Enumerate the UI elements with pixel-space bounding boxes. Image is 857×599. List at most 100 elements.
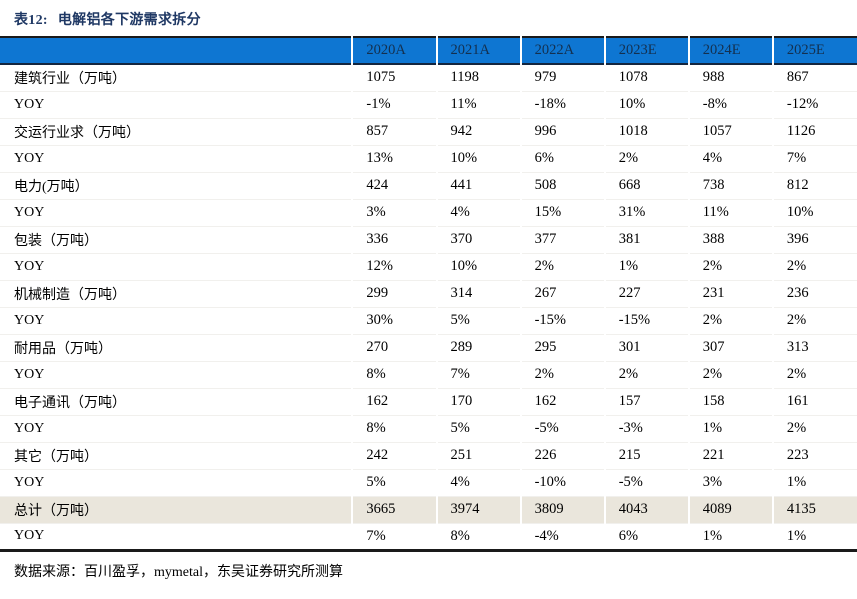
- cell-value: 13%: [351, 145, 437, 172]
- cell-value: 158: [687, 388, 773, 415]
- cell-value: 301: [603, 334, 689, 361]
- cell-value: 3974: [435, 496, 521, 523]
- cell-value: 2%: [687, 253, 773, 280]
- data-source-note: 数据来源：百川盈孚，mymetal，东吴证券研究所测算: [14, 564, 343, 580]
- cell-value: 1%: [771, 523, 857, 550]
- cell-value: -18%: [519, 91, 605, 118]
- column-header-2022A: 2022A: [519, 37, 605, 64]
- cell-value: 11%: [435, 91, 521, 118]
- cell-value: 668: [603, 172, 689, 199]
- row-label: 电子通讯（万吨）: [14, 395, 126, 411]
- cell-value: -1%: [351, 91, 437, 118]
- cell-value: 30%: [351, 307, 437, 334]
- cell-value: 4043: [603, 496, 689, 523]
- cell-value: 3%: [351, 199, 437, 226]
- cell-value: 2%: [771, 307, 857, 334]
- column-header-2020A: 2020A: [351, 37, 437, 64]
- cell-value: 227: [603, 280, 689, 307]
- cell-value: -10%: [519, 469, 605, 496]
- cell-value: 162: [351, 388, 437, 415]
- row-label: 其它（万吨）: [14, 449, 98, 465]
- cell-value: -4%: [519, 523, 605, 550]
- cell-value: 8%: [351, 361, 437, 388]
- cell-value: 7%: [435, 361, 521, 388]
- cell-value: 942: [435, 118, 521, 145]
- cell-value: -5%: [519, 415, 605, 442]
- table-row: YOY 8% 5% -5% -3% 1% 2%: [0, 415, 857, 442]
- table-row: YOY 13% 10% 6% 2% 4% 7%: [0, 145, 857, 172]
- table-row: 包装（万吨） 336 370 377 381 388 396: [0, 226, 857, 253]
- column-header-2025E: 2025E: [771, 37, 857, 64]
- table-header-row: 2020A 2021A 2022A 2023E 2024E 2025E: [0, 37, 857, 64]
- cell-value: 1198: [435, 64, 521, 91]
- cell-value: 221: [687, 442, 773, 469]
- table-row: 电子通讯（万吨） 162 170 162 157 158 161: [0, 388, 857, 415]
- row-label: 包装（万吨）: [14, 233, 98, 249]
- cell-value: 388: [687, 226, 773, 253]
- cell-value: 2%: [771, 253, 857, 280]
- row-label: 耐用品（万吨）: [14, 341, 112, 357]
- cell-value: 1018: [603, 118, 689, 145]
- row-label: YOY: [14, 420, 45, 436]
- cell-value: 2%: [519, 253, 605, 280]
- cell-value: 307: [687, 334, 773, 361]
- cell-value: 2%: [771, 415, 857, 442]
- cell-value: 2%: [771, 361, 857, 388]
- table-row: 电力(万吨） 424 441 508 668 738 812: [0, 172, 857, 199]
- cell-value: 157: [603, 388, 689, 415]
- cell-value: 4135: [771, 496, 857, 523]
- cell-value: 396: [771, 226, 857, 253]
- cell-value: 988: [687, 64, 773, 91]
- row-label: 总计（万吨）: [14, 503, 98, 519]
- cell-value: 336: [351, 226, 437, 253]
- cell-value: 162: [519, 388, 605, 415]
- cell-value: 2%: [687, 307, 773, 334]
- cell-value: 1057: [687, 118, 773, 145]
- row-label: YOY: [14, 528, 45, 543]
- demand-breakdown-table: 2020A 2021A 2022A 2023E 2024E 2025E 建筑行业…: [0, 36, 857, 552]
- cell-value: -15%: [603, 307, 689, 334]
- cell-value: -5%: [603, 469, 689, 496]
- row-label: YOY: [14, 366, 45, 382]
- cell-value: 215: [603, 442, 689, 469]
- cell-value: 3665: [351, 496, 437, 523]
- cell-value: 289: [435, 334, 521, 361]
- cell-value: 857: [351, 118, 437, 145]
- cell-value: 7%: [771, 145, 857, 172]
- table-row: YOY 7% 8% -4% 6% 1% 1%: [0, 523, 857, 550]
- cell-value: 231: [687, 280, 773, 307]
- row-label: YOY: [14, 312, 45, 328]
- cell-value: 6%: [603, 523, 689, 550]
- column-header-2024E: 2024E: [687, 37, 773, 64]
- cell-value: -12%: [771, 91, 857, 118]
- cell-value: 12%: [351, 253, 437, 280]
- column-header-2021A: 2021A: [435, 37, 521, 64]
- table-number-label: 表12:: [14, 13, 48, 28]
- cell-value: 377: [519, 226, 605, 253]
- cell-value: 10%: [435, 145, 521, 172]
- cell-value: 738: [687, 172, 773, 199]
- row-label: 机械制造（万吨）: [14, 287, 126, 303]
- row-label: YOY: [14, 258, 45, 274]
- row-label: 电力(万吨）: [14, 179, 89, 195]
- cell-value: 251: [435, 442, 521, 469]
- table-body: 建筑行业（万吨） 1075 1198 979 1078 988 867 YOY -1% 11% -1…: [0, 64, 857, 550]
- cell-value: 295: [519, 334, 605, 361]
- table-row: YOY 3% 4% 15% 31% 11% 10%: [0, 199, 857, 226]
- row-label: YOY: [14, 474, 45, 490]
- cell-value: 15%: [519, 199, 605, 226]
- cell-value: 4%: [687, 145, 773, 172]
- table-row: YOY 30% 5% -15% -15% 2% 2%: [0, 307, 857, 334]
- cell-value: 31%: [603, 199, 689, 226]
- cell-value: 3809: [519, 496, 605, 523]
- cell-value: 223: [771, 442, 857, 469]
- cell-value: 161: [771, 388, 857, 415]
- cell-value: 4%: [435, 469, 521, 496]
- cell-value: 1%: [687, 523, 773, 550]
- row-label: YOY: [14, 204, 45, 220]
- cell-value: 1%: [687, 415, 773, 442]
- row-label: YOY: [14, 96, 45, 112]
- cell-value: 10%: [435, 253, 521, 280]
- table-row: 机械制造（万吨） 299 314 267 227 231 236: [0, 280, 857, 307]
- cell-value: -3%: [603, 415, 689, 442]
